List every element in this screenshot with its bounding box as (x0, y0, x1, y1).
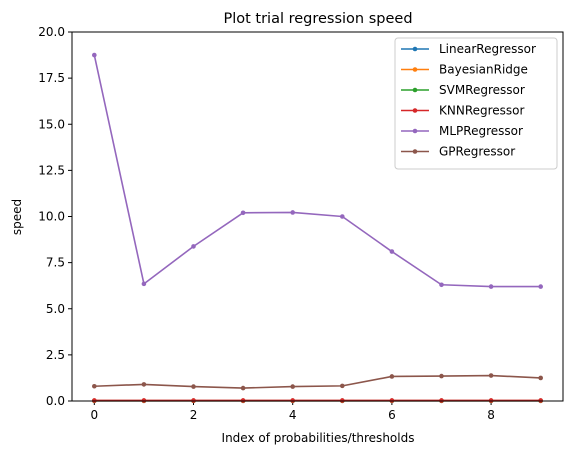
y-tick-label: 15.0 (38, 117, 65, 131)
y-tick-label: 7.5 (46, 256, 65, 270)
y-tick-label: 2.5 (46, 348, 65, 362)
series-KNNRegressor (92, 398, 543, 403)
x-tick-label: 4 (289, 408, 297, 422)
y-tick-label: 12.5 (38, 163, 65, 177)
data-point (141, 281, 147, 287)
data-point (141, 398, 147, 403)
legend-item: SVMRegressor (401, 83, 525, 97)
x-tick-label: 2 (190, 408, 198, 422)
legend-marker (412, 46, 418, 52)
plot-area (92, 52, 543, 404)
legend-item: MLPRegressor (401, 124, 523, 138)
y-axis-title: speed (10, 199, 24, 235)
data-point (538, 398, 543, 403)
data-point (191, 384, 196, 389)
data-point (339, 214, 345, 219)
plot-frame (71, 31, 564, 402)
legend-item: GPRegressor (401, 145, 515, 159)
data-point (538, 375, 543, 381)
data-point (141, 382, 147, 387)
data-point (538, 284, 543, 289)
legend-label: KNNRegressor (439, 104, 525, 118)
y-tick-label: 5.0 (46, 302, 65, 316)
data-point (290, 210, 296, 215)
data-point (439, 282, 444, 288)
data-point (389, 398, 395, 403)
data-point (389, 374, 395, 379)
data-point (191, 244, 196, 249)
legend-label: SVMRegressor (439, 83, 525, 97)
y-tick-label: 17.5 (38, 71, 65, 85)
data-point (240, 385, 246, 391)
legend-label: BayesianRidge (439, 63, 528, 77)
data-point (290, 384, 296, 389)
data-point (488, 284, 494, 289)
x-axis-title: Index of probabilities/thresholds (222, 431, 415, 445)
legend: LinearRegressor BayesianRidge SVMRegressor… (394, 37, 558, 170)
data-point (488, 398, 494, 403)
legend-item: BayesianRidge (401, 63, 528, 77)
legend-label: MLPRegressor (439, 124, 523, 138)
legend-marker (412, 87, 418, 93)
series-GPRegressor (92, 373, 543, 391)
data-point (92, 52, 97, 58)
legend-marker (412, 149, 418, 154)
legend-marker (412, 128, 418, 134)
data-point (92, 398, 97, 403)
x-tick-label: 8 (487, 408, 495, 422)
legend-marker (412, 67, 418, 72)
data-point (240, 210, 246, 216)
axis-ticks: 0 2 4 6 8 0.0 2.5 5.0 7.5 10.0 12.5 15.0 17.5 20.0 (38, 25, 495, 422)
data-point (488, 373, 494, 378)
chart-title: Plot trial regression speed (223, 11, 412, 27)
data-point (92, 383, 97, 389)
legend-box (394, 37, 558, 170)
data-point (339, 398, 345, 403)
data-point (339, 383, 345, 389)
legend-label: LinearRegressor (439, 42, 536, 56)
legend-marker (412, 108, 418, 113)
data-point (191, 398, 196, 403)
x-tick-label: 6 (388, 408, 396, 422)
y-tick-label: 0.0 (46, 394, 65, 408)
legend-label: GPRegressor (439, 145, 515, 159)
legend-item: KNNRegressor (401, 104, 525, 118)
legend-item: LinearRegressor (401, 42, 536, 56)
series-line (94, 374, 541, 389)
data-point (439, 373, 444, 379)
data-point (389, 249, 395, 254)
y-tick-label: 10.0 (38, 210, 65, 224)
data-point (290, 398, 296, 403)
x-tick-label: 0 (90, 408, 98, 422)
series-MLPRegressor (92, 52, 543, 289)
series-line (93, 54, 541, 288)
data-point (439, 398, 444, 403)
y-tick-label: 20.0 (38, 25, 65, 39)
data-point (240, 398, 246, 403)
